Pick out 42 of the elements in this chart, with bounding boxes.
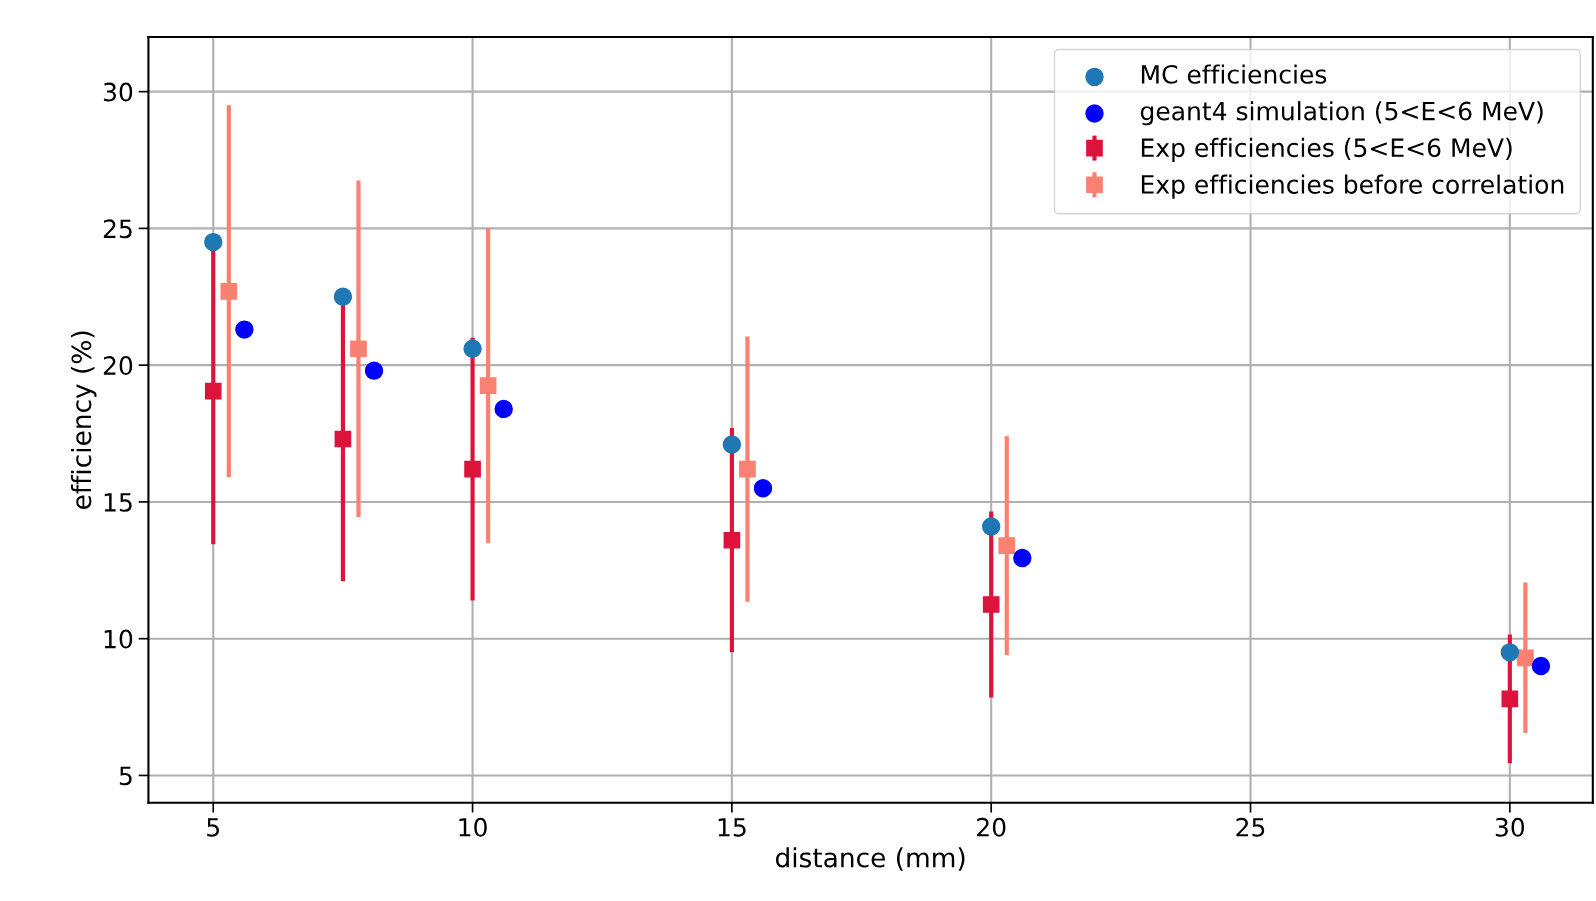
y-tick-label: 10 [104, 629, 133, 649]
y-tick-label: 30 [103, 82, 133, 102]
point [1500, 643, 1520, 662]
point [463, 339, 482, 358]
x-tick-label: 5 [207, 818, 220, 837]
x-tick-label: 10 [459, 817, 487, 837]
x-tick-label: 20 [977, 817, 1006, 837]
point [739, 460, 756, 478]
point [494, 399, 513, 419]
point [723, 531, 741, 549]
x-tick-label: 15 [718, 818, 746, 837]
point [350, 340, 367, 358]
y-tick-label: 25 [103, 219, 132, 239]
point [204, 382, 222, 400]
point [220, 282, 238, 300]
legend-label: MC efficiencies [1141, 64, 1327, 84]
point [722, 435, 742, 454]
x-axis-title: distance (mm) [775, 847, 965, 871]
legend-label: geant4 simulation (5<E<6 MeV) [1140, 101, 1543, 126]
point [464, 460, 481, 478]
point [981, 517, 1001, 536]
y-tick-label: 20 [103, 356, 133, 376]
point [753, 479, 773, 498]
x-tick-label: 25 [1236, 817, 1265, 837]
point [1531, 656, 1551, 676]
y-axis-title: efficiency (%) [70, 331, 97, 509]
point [334, 430, 352, 448]
y-tick-label: 5 [119, 766, 132, 786]
point [982, 596, 1000, 613]
point [235, 320, 254, 339]
point [1501, 690, 1519, 708]
point [998, 537, 1016, 555]
legend-label: Exp efficiencies before correlation [1141, 174, 1564, 199]
point [204, 232, 223, 252]
point [1517, 649, 1534, 667]
y-tick-label: 15 [104, 493, 132, 512]
point [1013, 548, 1032, 568]
x-tick-label: 30 [1495, 817, 1525, 837]
point [333, 287, 353, 306]
legend-label: Exp efficiencies (5<E<6 MeV) [1141, 137, 1512, 163]
point [479, 377, 497, 395]
point [364, 361, 384, 380]
